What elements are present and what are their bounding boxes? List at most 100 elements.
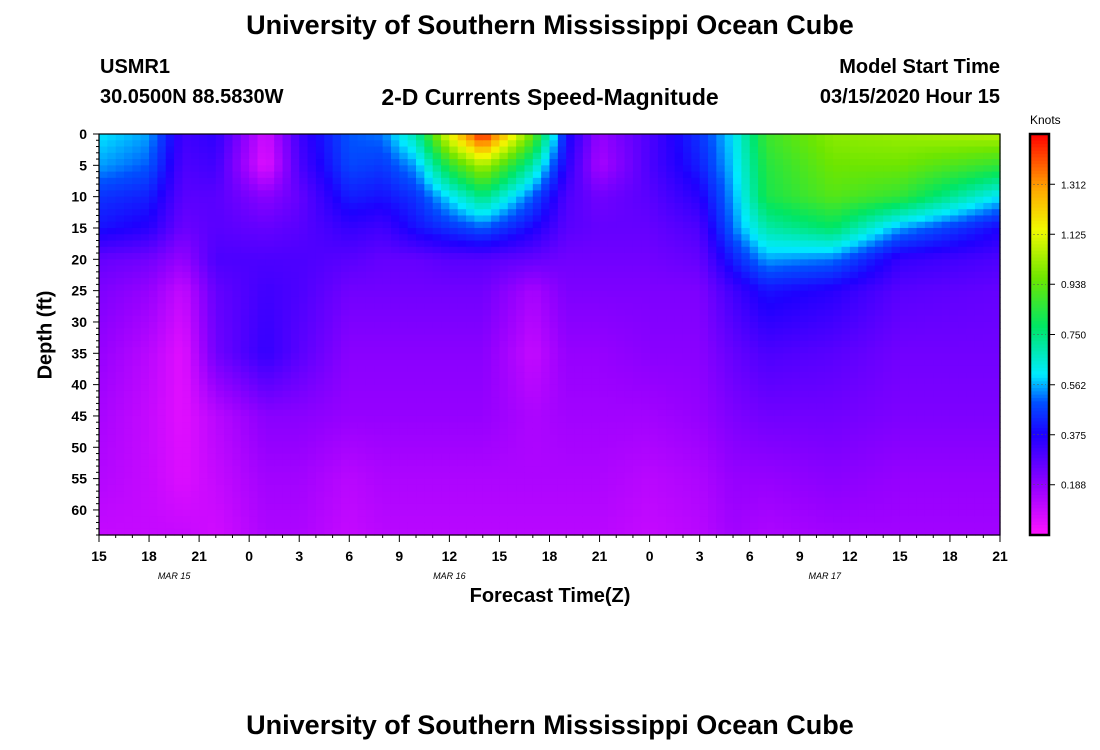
heatmap-cell xyxy=(716,365,726,373)
heatmap-cell xyxy=(532,422,542,430)
heatmap-cell xyxy=(641,328,651,336)
heatmap-cell xyxy=(265,384,275,392)
heatmap-cell xyxy=(724,528,734,536)
heatmap-cell xyxy=(649,165,659,173)
heatmap-cell xyxy=(541,209,551,217)
heatmap-cell xyxy=(407,253,417,260)
heatmap-cell xyxy=(674,134,684,141)
heatmap-cell xyxy=(624,428,634,436)
heatmap-cell xyxy=(99,409,108,417)
heatmap-cell xyxy=(374,296,384,304)
heatmap-cell xyxy=(124,177,133,185)
heatmap-cell xyxy=(182,140,192,148)
heatmap-cell xyxy=(457,165,467,173)
heatmap-cell xyxy=(124,278,133,285)
heatmap-cell xyxy=(232,177,242,185)
heatmap-cell xyxy=(399,202,409,210)
heatmap-cell xyxy=(457,503,467,511)
heatmap-cell xyxy=(491,159,501,166)
heatmap-cell xyxy=(265,484,275,492)
heatmap-cell xyxy=(566,190,576,198)
heatmap-cell xyxy=(274,278,284,285)
heatmap-cell xyxy=(549,278,559,285)
heatmap-cell xyxy=(232,422,242,430)
heatmap-cell xyxy=(307,303,317,311)
heatmap-cell xyxy=(507,221,517,229)
heatmap-cell xyxy=(641,453,651,461)
heatmap-cell xyxy=(407,315,417,323)
heatmap-cell xyxy=(457,378,467,386)
heatmap-cell xyxy=(132,334,142,342)
heatmap-cell xyxy=(232,434,242,442)
heatmap-cell xyxy=(374,447,384,455)
heatmap-cell xyxy=(215,221,225,229)
heatmap-cell xyxy=(657,415,667,423)
heatmap-cell xyxy=(632,428,642,436)
heatmap-cell xyxy=(107,503,117,511)
heatmap-cell xyxy=(474,340,484,348)
heatmap-cell xyxy=(174,246,184,254)
heatmap-cell xyxy=(249,353,259,361)
heatmap-cell xyxy=(107,459,117,467)
heatmap-cell xyxy=(691,528,701,536)
heatmap-cell xyxy=(382,415,392,423)
heatmap-cell xyxy=(599,265,609,273)
heatmap-cell xyxy=(224,196,234,204)
heatmap-cell xyxy=(307,146,317,154)
heatmap-cell xyxy=(582,497,592,505)
heatmap-cell xyxy=(624,459,634,467)
heatmap-cell xyxy=(449,340,459,348)
heatmap-cell xyxy=(599,491,609,499)
heatmap-cell xyxy=(507,459,517,467)
heatmap-cell xyxy=(666,265,676,273)
heatmap-cell xyxy=(249,240,259,248)
heatmap-cell xyxy=(591,434,601,442)
heatmap-cell xyxy=(249,328,259,336)
heatmap-cell xyxy=(257,522,267,530)
heatmap-cell xyxy=(299,484,309,492)
heatmap-cell xyxy=(624,152,634,160)
heatmap-cell xyxy=(649,190,659,198)
heatmap-cell xyxy=(424,491,434,499)
heatmap-cell xyxy=(441,434,450,442)
heatmap-cell xyxy=(716,159,726,166)
heatmap-cell xyxy=(140,453,150,461)
heatmap-cell xyxy=(516,347,526,354)
heatmap-cell xyxy=(265,196,275,204)
heatmap-cell xyxy=(466,422,476,430)
heatmap-cell xyxy=(699,240,709,248)
heatmap-cell xyxy=(190,478,200,486)
heatmap-cell xyxy=(107,484,117,492)
heatmap-cell xyxy=(557,215,567,223)
heatmap-cell xyxy=(390,397,400,405)
heatmap-cell xyxy=(499,159,509,166)
heatmap-cell xyxy=(157,372,167,379)
heatmap-cell xyxy=(474,509,484,517)
heatmap-cell xyxy=(207,466,217,473)
heatmap-cell xyxy=(165,303,175,311)
heatmap-cell xyxy=(499,271,509,279)
heatmap-cell xyxy=(632,165,642,173)
heatmap-cell xyxy=(365,434,375,442)
heatmap-cell xyxy=(657,328,667,336)
heatmap-cell xyxy=(224,472,234,480)
heatmap-cell xyxy=(599,215,609,223)
heatmap-cell xyxy=(616,159,626,166)
heatmap-cell xyxy=(474,234,484,242)
heatmap-cell xyxy=(374,221,384,229)
heatmap-cell xyxy=(724,422,734,430)
heatmap-cell xyxy=(733,491,742,499)
heatmap-cell xyxy=(182,340,192,348)
heatmap-cell xyxy=(365,484,375,492)
heatmap-cell xyxy=(140,309,150,317)
heatmap-cell xyxy=(290,146,300,154)
heatmap-cell xyxy=(382,447,392,455)
heatmap-cell xyxy=(182,422,192,430)
heatmap-cell xyxy=(599,165,609,173)
heatmap-cell xyxy=(574,441,584,448)
heatmap-cell xyxy=(599,284,609,292)
heatmap-cell xyxy=(699,246,709,254)
heatmap-cell xyxy=(632,259,642,267)
heatmap-cell xyxy=(607,152,617,160)
